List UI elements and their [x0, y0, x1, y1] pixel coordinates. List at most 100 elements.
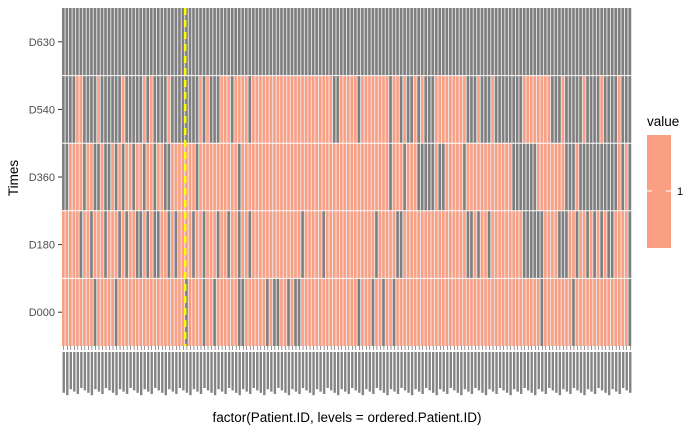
x-tick-label-glyph — [196, 352, 199, 392]
heatmap-cell — [142, 278, 146, 346]
heatmap-cell — [83, 8, 86, 76]
heatmap-cell — [410, 143, 413, 211]
heatmap-cell — [202, 75, 206, 144]
heatmap-cell — [617, 210, 621, 279]
heatmap-cell — [311, 143, 315, 211]
heatmap-cell — [368, 8, 371, 76]
heatmap-cell — [558, 278, 561, 346]
x-tick-label-glyph — [185, 352, 189, 393]
heatmap-cell — [413, 143, 417, 211]
x-tick-label-glyph — [182, 352, 185, 391]
heatmap-cell — [318, 75, 322, 144]
heatmap-cell — [266, 75, 269, 144]
heatmap-cell — [389, 278, 392, 346]
legend: value 1 — [647, 114, 683, 248]
heatmap-cell — [540, 278, 544, 346]
x-tick-label-glyph — [414, 352, 417, 390]
heatmap-cell — [385, 143, 389, 211]
heatmap-cell — [519, 75, 523, 144]
heatmap-cell — [607, 143, 610, 211]
heatmap-cell — [603, 143, 607, 211]
heatmap-cell — [287, 278, 290, 346]
x-tick-label-glyph — [111, 352, 115, 393]
heatmap-cell — [544, 210, 547, 279]
heatmap-cell — [178, 210, 181, 279]
x-tick-label-glyph — [432, 352, 435, 393]
heatmap-cell — [195, 210, 199, 279]
x-tick-label-glyph — [502, 352, 505, 391]
heatmap-cell — [90, 75, 93, 144]
heatmap-cell — [603, 75, 607, 144]
heatmap-cell — [287, 210, 290, 279]
heatmap-cell — [392, 8, 396, 76]
heatmap-cell — [100, 8, 104, 76]
heatmap-cell — [350, 8, 354, 76]
heatmap-cell — [269, 8, 273, 76]
heatmap-cell — [76, 75, 79, 144]
heatmap-cell — [354, 75, 357, 144]
heatmap-cell — [466, 75, 470, 144]
heatmap-cell — [434, 210, 438, 279]
heatmap-cell — [410, 75, 413, 144]
heatmap-cell — [593, 143, 596, 211]
heatmap-cell — [487, 278, 491, 346]
x-tick-label-glyph — [189, 352, 192, 396]
heatmap-cell — [593, 75, 596, 144]
heatmap-cell — [529, 143, 533, 211]
x-tick-label-glyph — [551, 352, 555, 391]
heatmap-cell — [69, 8, 72, 76]
y-tick-label: D360 — [29, 172, 55, 184]
x-tick-label-glyph — [541, 352, 544, 392]
heatmap-cell — [463, 278, 466, 346]
heatmap-cell — [318, 143, 322, 211]
heatmap-cell — [424, 8, 428, 76]
heatmap-cell — [445, 8, 449, 76]
heatmap-cell — [537, 8, 540, 76]
heatmap-cell — [392, 210, 396, 279]
heatmap-cell — [406, 278, 410, 346]
heatmap-cell — [603, 278, 607, 346]
heatmap-cell — [93, 75, 97, 144]
heatmap-cell — [442, 143, 445, 211]
heatmap-cell — [589, 75, 593, 144]
heatmap-cell — [354, 143, 357, 211]
heatmap-cell — [128, 75, 132, 144]
heatmap-cell — [188, 278, 192, 346]
heatmap-cell — [589, 210, 593, 279]
heatmap-cell — [357, 278, 361, 346]
heatmap-cell — [135, 210, 139, 279]
heatmap-cell — [72, 75, 76, 144]
heatmap-cell — [93, 143, 97, 211]
heatmap-cell — [477, 210, 480, 279]
heatmap-cell — [480, 210, 484, 279]
x-tick-label-glyph — [242, 352, 245, 390]
heatmap-cell — [149, 278, 153, 346]
x-tick-label-glyph — [312, 352, 315, 396]
x-tick-label-glyph — [115, 352, 118, 396]
heatmap-cell — [262, 75, 266, 144]
heatmap-cell — [252, 210, 255, 279]
heatmap-cell — [230, 75, 234, 144]
heatmap-cell — [537, 75, 540, 144]
x-tick-label-glyph — [245, 352, 248, 392]
heatmap-cell — [420, 210, 424, 279]
heatmap-cell — [325, 210, 329, 279]
x-tick-label-glyph — [488, 352, 491, 390]
heatmap-cell — [287, 143, 290, 211]
x-tick-label-glyph — [263, 352, 266, 396]
heatmap-cell — [86, 278, 90, 346]
heatmap-cell — [603, 210, 607, 279]
heatmap-cell — [449, 8, 452, 76]
heatmap-cell — [318, 8, 322, 76]
heatmap-cell — [132, 278, 135, 346]
heatmap-cell — [339, 8, 343, 76]
x-tick-label-glyph — [527, 352, 530, 391]
heatmap-cell — [382, 278, 385, 346]
heatmap-cell — [385, 75, 389, 144]
heatmap-cell — [596, 75, 600, 144]
heatmap-cell — [547, 210, 551, 279]
heatmap-cell — [434, 75, 438, 144]
x-tick-label-glyph — [558, 352, 562, 396]
heatmap-cell — [607, 278, 610, 346]
heatmap-cell — [69, 75, 72, 144]
